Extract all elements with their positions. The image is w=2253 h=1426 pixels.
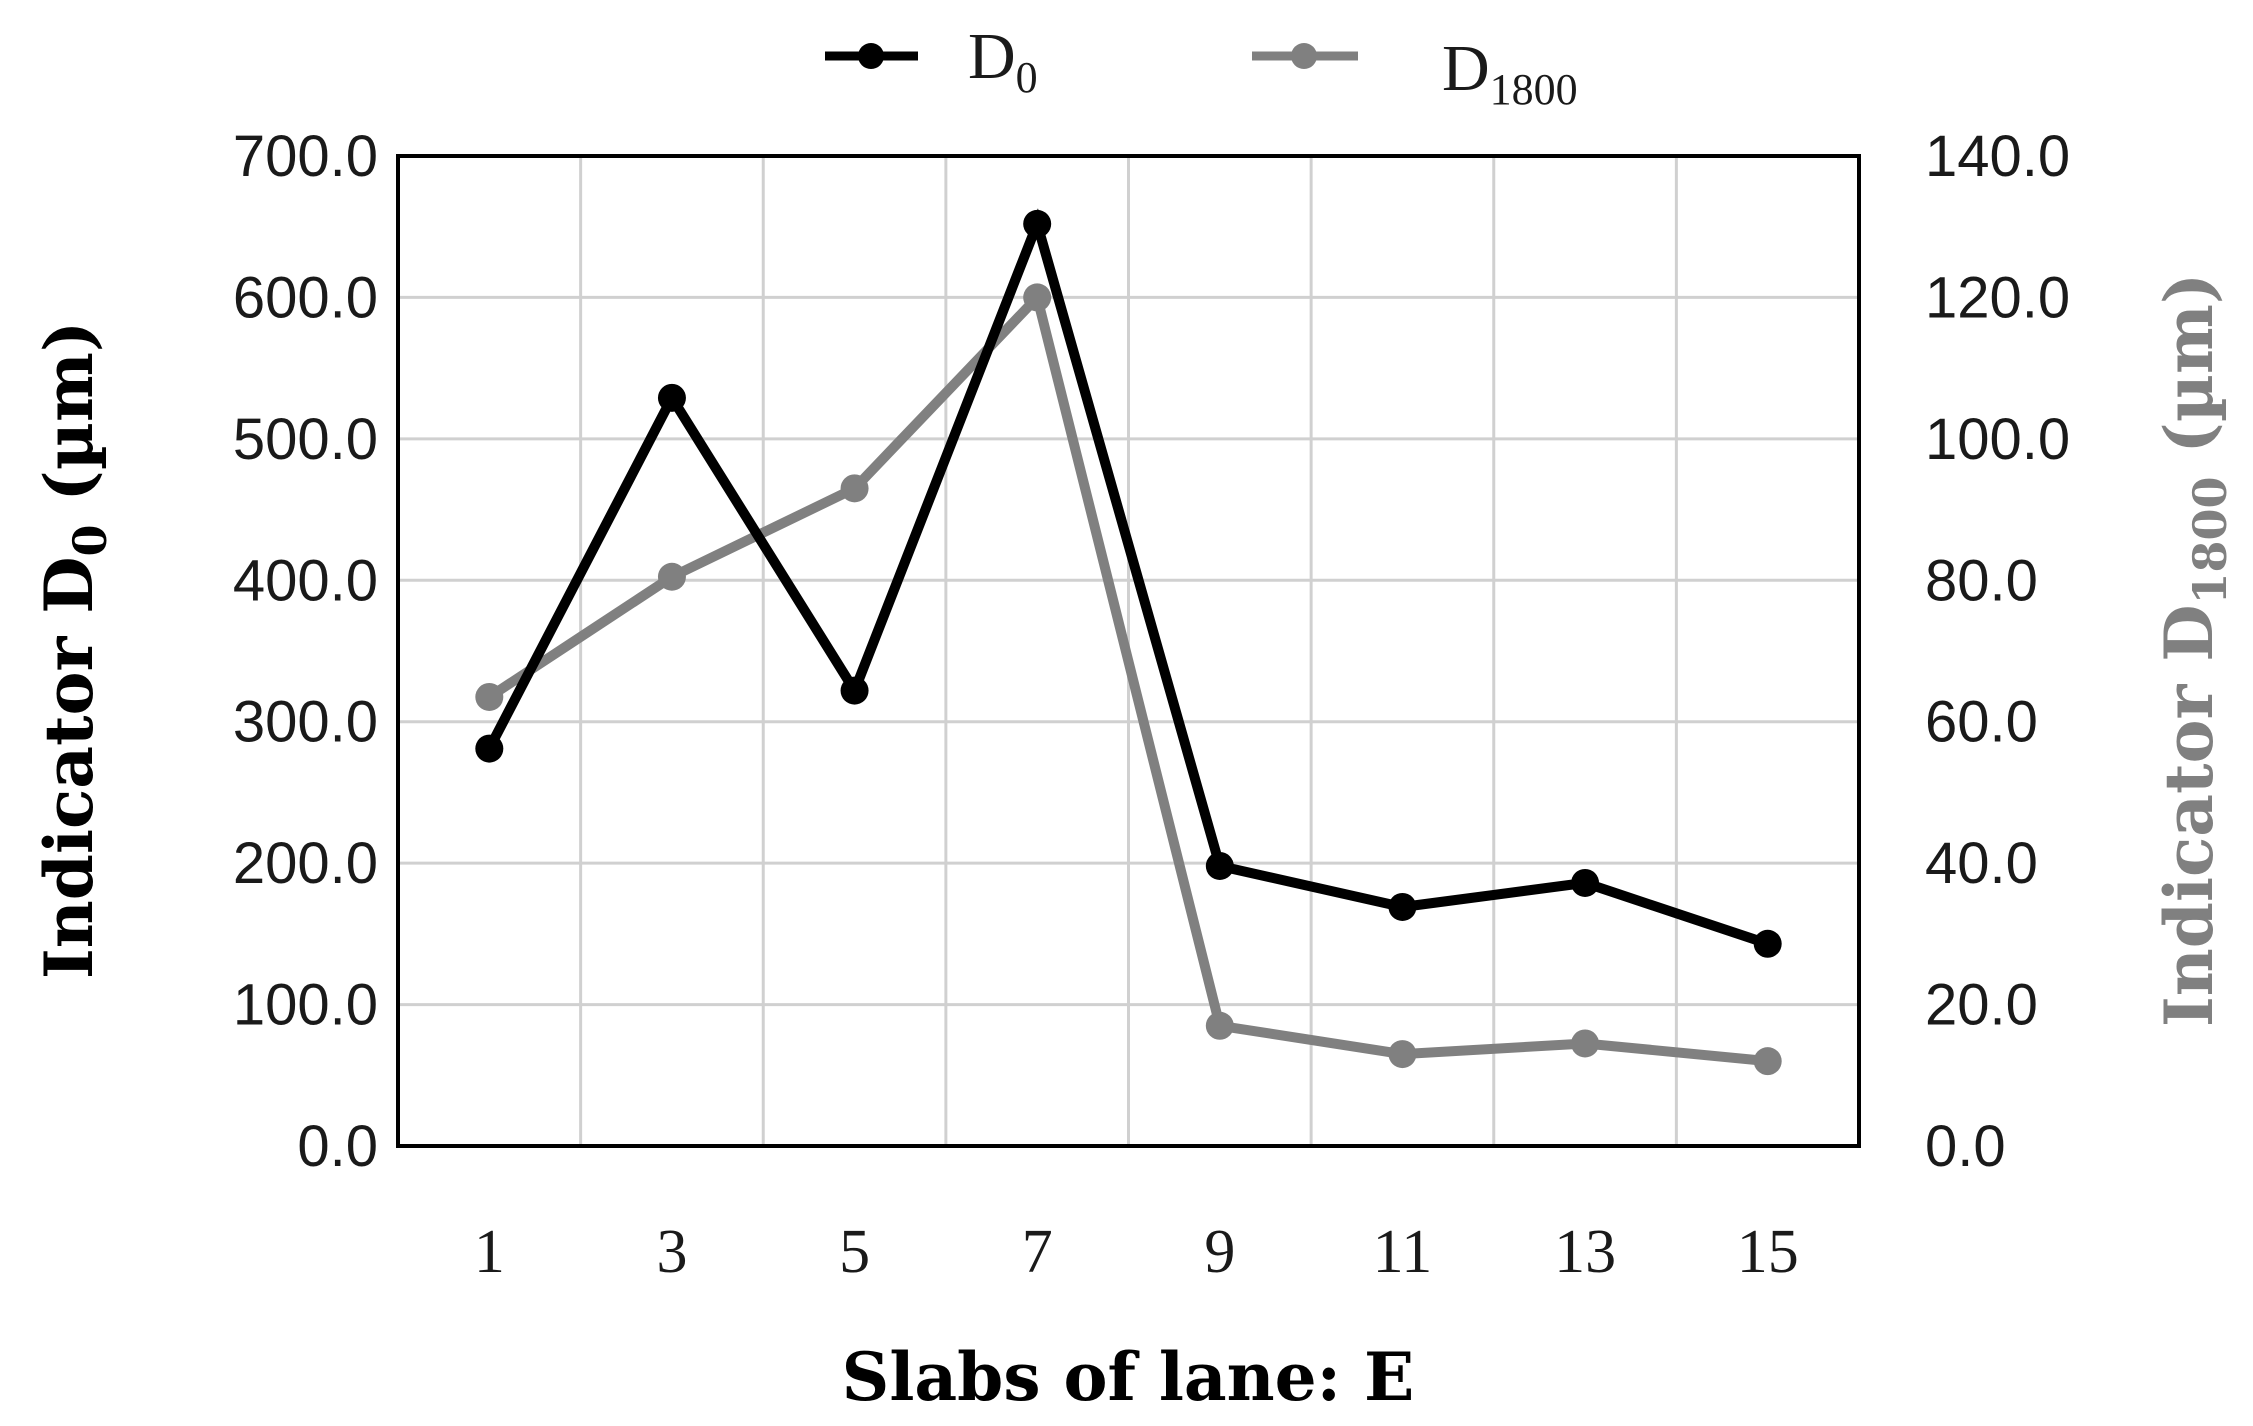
right-tick-label: 60.0 — [1925, 690, 2038, 755]
right-tick-label: 20.0 — [1925, 973, 2038, 1038]
data-point-d0[interactable] — [1571, 868, 1600, 897]
left-tick-label: 400.0 — [233, 548, 378, 613]
left-tick-label: 0.0 — [297, 1114, 378, 1179]
left-tick-label: 700.0 — [233, 124, 378, 189]
x-tick-label: 13 — [1554, 1218, 1616, 1286]
data-point-d1800[interactable] — [840, 474, 869, 503]
legend-item-d1800[interactable]: D1800 — [1252, 32, 1578, 114]
data-point-d0[interactable] — [840, 676, 869, 705]
legend-item-d0[interactable]: D0 — [825, 20, 1038, 102]
left-tick-label: 600.0 — [233, 265, 378, 330]
x-tick-label: 9 — [1204, 1218, 1235, 1286]
data-point-d1800[interactable] — [657, 562, 686, 591]
right-axis-ticks: 0.0 20.0 40.0 60.0 80.0 100.0 120.0 140.0 — [1925, 124, 2070, 1179]
legend-marker-d0 — [858, 43, 884, 69]
data-point-d1800[interactable] — [1205, 1011, 1234, 1040]
plot-frame — [396, 154, 1861, 1148]
left-tick-label: 300.0 — [233, 690, 378, 755]
right-tick-label: 120.0 — [1925, 265, 2070, 330]
series-line-d0 — [484, 208, 1770, 949]
series-d0 — [475, 208, 1782, 958]
x-tick-label: 1 — [474, 1218, 505, 1286]
data-point-d1800[interactable] — [1388, 1040, 1417, 1069]
series-line-d1800 — [486, 287, 1769, 1067]
data-point-d1800[interactable] — [1023, 283, 1052, 312]
legend-marker-d1800 — [1291, 43, 1317, 69]
x-tick-label: 7 — [1022, 1218, 1053, 1286]
x-axis-ticks: 1 3 5 7 9 11 13 15 — [474, 1218, 1799, 1286]
left-tick-label: 200.0 — [233, 831, 378, 896]
left-tick-label: 100.0 — [233, 973, 378, 1038]
right-tick-label: 80.0 — [1925, 548, 2038, 613]
data-point-d0[interactable] — [1753, 929, 1782, 958]
legend-label-d0: D0 — [968, 20, 1038, 102]
right-tick-label: 100.0 — [1925, 407, 2070, 472]
data-point-d0[interactable] — [1023, 209, 1052, 238]
x-axis-title: Slabs of lane: E — [842, 1338, 1415, 1416]
left-tick-label: 500.0 — [233, 407, 378, 472]
data-point-d0[interactable] — [475, 734, 504, 763]
data-point-d1800[interactable] — [1571, 1029, 1600, 1058]
right-tick-label: 40.0 — [1925, 831, 2038, 896]
x-tick-label: 3 — [656, 1218, 687, 1286]
x-tick-label: 15 — [1737, 1218, 1799, 1286]
x-tick-label: 11 — [1373, 1218, 1433, 1286]
right-axis-title: Indicator D1800 (µm) — [2150, 273, 2237, 1027]
data-point-d1800[interactable] — [1753, 1047, 1782, 1076]
left-axis-ticks: 0.0 100.0 200.0 300.0 400.0 500.0 600.0 700.0 — [233, 124, 378, 1179]
right-tick-label: 140.0 — [1925, 124, 2070, 189]
gridlines — [398, 154, 1859, 1148]
data-point-d0[interactable] — [1205, 851, 1234, 880]
data-point-d0[interactable] — [657, 383, 686, 412]
legend: D0 D1800 — [825, 20, 1578, 114]
right-tick-label: 0.0 — [1925, 1114, 2006, 1179]
x-tick-label: 5 — [839, 1218, 870, 1286]
legend-label-d1800: D1800 — [1442, 32, 1578, 114]
series-layer — [475, 208, 1782, 1076]
series-d1800 — [475, 283, 1782, 1076]
left-axis-title: Indicator D0 (µm) — [30, 321, 117, 979]
data-point-d1800[interactable] — [475, 682, 504, 711]
data-point-d0[interactable] — [1388, 892, 1417, 921]
